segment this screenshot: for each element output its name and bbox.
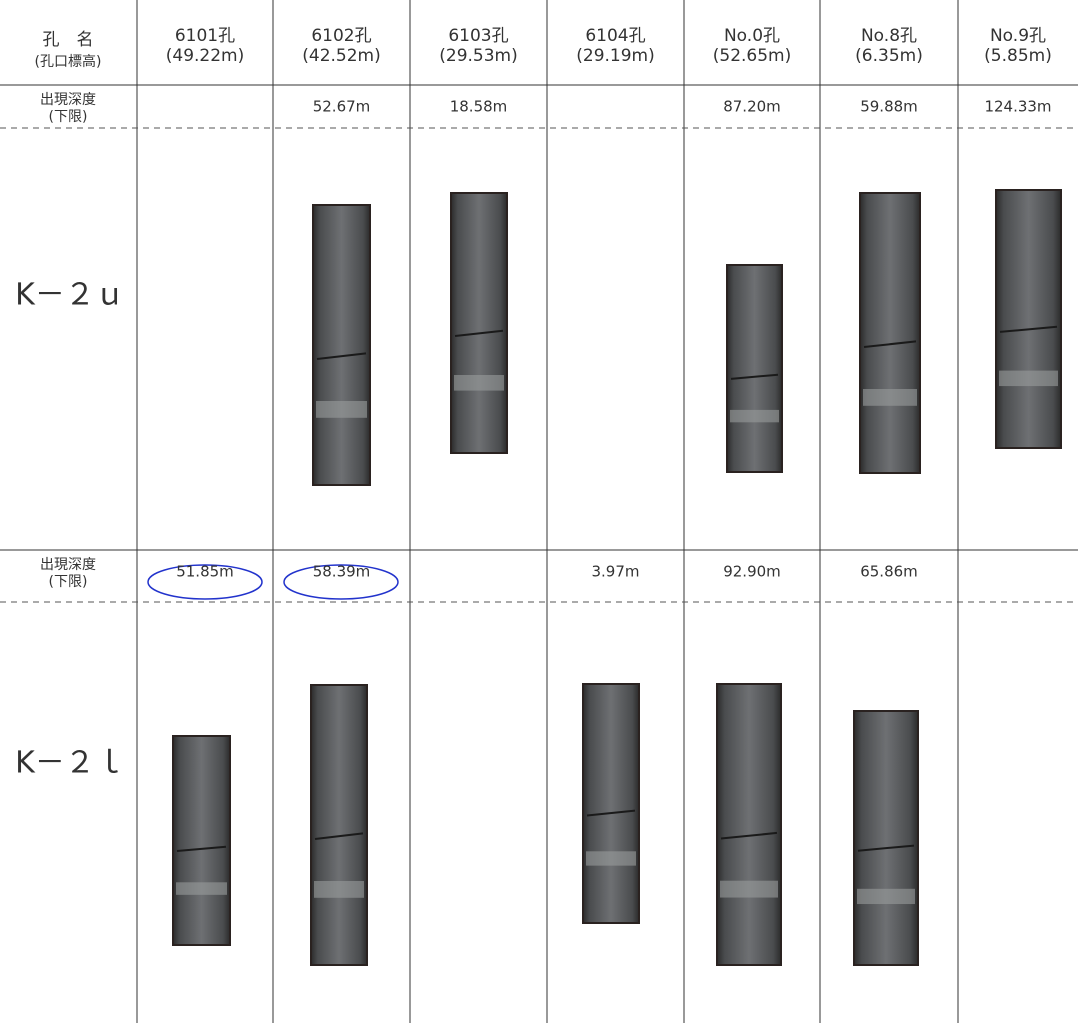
- column-name: 6101孔: [175, 26, 235, 46]
- core-photo: [995, 189, 1062, 449]
- core-crack: [730, 373, 779, 380]
- core-crack: [720, 831, 778, 840]
- core-band: [586, 851, 636, 866]
- depth-value: 3.97m: [591, 563, 639, 581]
- core-photo: [716, 683, 782, 966]
- core-band: [316, 401, 367, 418]
- column-name: No.9孔: [990, 26, 1046, 46]
- core-band: [863, 389, 917, 406]
- highlight: [283, 564, 399, 600]
- depth-value: 124.33m: [984, 98, 1051, 116]
- core-crack: [586, 809, 636, 817]
- depth-label: 出現深度: [40, 557, 96, 573]
- core-photo: [582, 683, 640, 924]
- header-title: 孔 名: [43, 30, 94, 50]
- column-name: 6104孔: [585, 26, 645, 46]
- column-name: 6102孔: [311, 26, 371, 46]
- core-photo: [859, 192, 921, 474]
- core-photo: [853, 710, 919, 966]
- depth-value: 65.86m: [860, 563, 918, 581]
- depth-value: 58.39m: [313, 563, 371, 581]
- core-crack: [314, 832, 364, 840]
- core-band: [857, 888, 915, 905]
- header-subtitle: (孔口標高): [35, 53, 102, 70]
- column-name: 6103孔: [448, 26, 508, 46]
- depth-value: 52.67m: [313, 98, 371, 116]
- depth-value: 87.20m: [723, 98, 781, 116]
- depth-label: 出現深度: [40, 92, 96, 108]
- core-band: [999, 370, 1058, 387]
- highlight: [147, 564, 263, 600]
- depth-note: (下限): [49, 574, 88, 590]
- column-elevation: (29.19m): [576, 46, 655, 66]
- core-crack: [999, 325, 1058, 333]
- core-crack: [176, 845, 227, 852]
- column-elevation: (6.35m): [855, 46, 923, 66]
- core-crack: [454, 329, 504, 337]
- column-name: No.8孔: [861, 26, 917, 46]
- column-elevation: (29.53m): [439, 46, 518, 66]
- core-band: [176, 882, 227, 895]
- core-photo: [450, 192, 508, 454]
- depth-value: 51.85m: [176, 563, 234, 581]
- core-crack: [857, 844, 915, 852]
- depth-value: 59.88m: [860, 98, 918, 116]
- core-photo: [310, 684, 368, 966]
- depth-note: (下限): [49, 109, 88, 125]
- row-label: K－２ｌ: [15, 746, 125, 781]
- column-elevation: (5.85m): [984, 46, 1052, 66]
- column-elevation: (49.22m): [166, 46, 245, 66]
- column-name: No.0孔: [724, 26, 780, 46]
- core-photo: [172, 735, 231, 946]
- column-elevation: (52.65m): [713, 46, 792, 66]
- depth-value: 92.90m: [723, 563, 781, 581]
- core-crack: [316, 352, 367, 360]
- row-label: K－２ｕ: [15, 278, 125, 313]
- core-photo: [312, 204, 371, 486]
- core-band: [454, 375, 504, 391]
- column-elevation: (42.52m): [302, 46, 381, 66]
- core-photo: [726, 264, 783, 473]
- depth-value: 18.58m: [450, 98, 508, 116]
- core-band: [720, 880, 778, 898]
- core-crack: [863, 340, 917, 348]
- core-band: [314, 881, 364, 898]
- core-band: [730, 409, 779, 423]
